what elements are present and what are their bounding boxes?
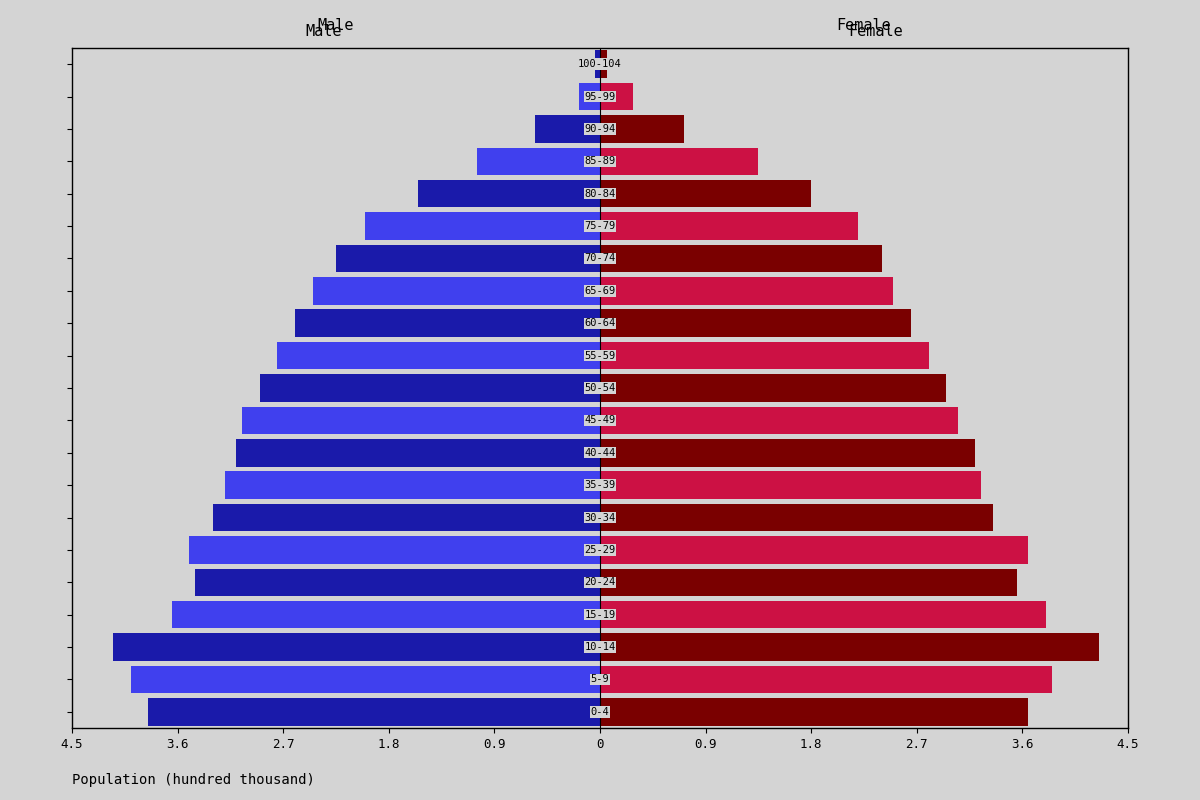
Bar xyxy=(149,698,600,726)
Bar xyxy=(600,406,958,434)
Text: Female: Female xyxy=(848,24,904,39)
Text: 10-14: 10-14 xyxy=(584,642,616,652)
Text: 5-9: 5-9 xyxy=(590,674,610,685)
Bar xyxy=(600,504,994,531)
Bar xyxy=(224,471,600,499)
Text: Male: Male xyxy=(318,18,354,34)
Text: 95-99: 95-99 xyxy=(584,91,616,102)
Bar xyxy=(600,666,1051,693)
Bar xyxy=(312,277,600,305)
Bar xyxy=(600,115,684,142)
Text: 55-59: 55-59 xyxy=(584,350,616,361)
Bar xyxy=(600,277,893,305)
Bar xyxy=(600,83,632,110)
Text: 50-54: 50-54 xyxy=(584,383,616,393)
Text: 100-104: 100-104 xyxy=(578,59,622,69)
Text: 45-49: 45-49 xyxy=(584,415,616,426)
Bar xyxy=(600,310,911,337)
Bar xyxy=(600,374,946,402)
Bar xyxy=(113,634,600,661)
Text: Population (hundred thousand): Population (hundred thousand) xyxy=(72,773,314,787)
Bar xyxy=(172,601,600,629)
Text: 20-24: 20-24 xyxy=(584,578,616,587)
Text: 80-84: 80-84 xyxy=(584,189,616,198)
Text: 65-69: 65-69 xyxy=(584,286,616,296)
Bar xyxy=(295,310,600,337)
Bar xyxy=(600,471,982,499)
Bar xyxy=(600,601,1046,629)
Text: 40-44: 40-44 xyxy=(584,448,616,458)
Bar xyxy=(196,569,600,596)
Bar xyxy=(212,504,600,531)
Bar xyxy=(190,536,600,564)
Text: Female: Female xyxy=(836,18,892,34)
Bar xyxy=(365,212,600,240)
Bar xyxy=(259,374,600,402)
Text: 35-39: 35-39 xyxy=(584,480,616,490)
Bar xyxy=(600,698,1028,726)
Bar xyxy=(578,83,600,110)
Bar xyxy=(600,180,811,207)
Text: 75-79: 75-79 xyxy=(584,221,616,231)
Text: 15-19: 15-19 xyxy=(584,610,616,620)
Text: 85-89: 85-89 xyxy=(584,156,616,166)
Text: 0-4: 0-4 xyxy=(590,707,610,717)
Text: 70-74: 70-74 xyxy=(584,254,616,263)
Text: 25-29: 25-29 xyxy=(584,545,616,555)
Bar xyxy=(277,342,600,370)
Bar xyxy=(600,50,607,78)
Bar xyxy=(336,245,600,272)
Bar xyxy=(600,439,976,466)
Bar xyxy=(600,147,758,175)
Bar xyxy=(418,180,600,207)
Bar xyxy=(600,245,882,272)
Text: Male: Male xyxy=(306,24,342,39)
Bar xyxy=(600,212,858,240)
Bar xyxy=(242,406,600,434)
Bar xyxy=(600,342,929,370)
Bar xyxy=(476,147,600,175)
Bar xyxy=(535,115,600,142)
Bar xyxy=(600,634,1099,661)
Bar xyxy=(595,50,600,78)
Text: 30-34: 30-34 xyxy=(584,513,616,522)
Bar xyxy=(600,569,1016,596)
Text: 60-64: 60-64 xyxy=(584,318,616,328)
Bar xyxy=(600,536,1028,564)
Text: 90-94: 90-94 xyxy=(584,124,616,134)
Bar xyxy=(236,439,600,466)
Bar xyxy=(131,666,600,693)
